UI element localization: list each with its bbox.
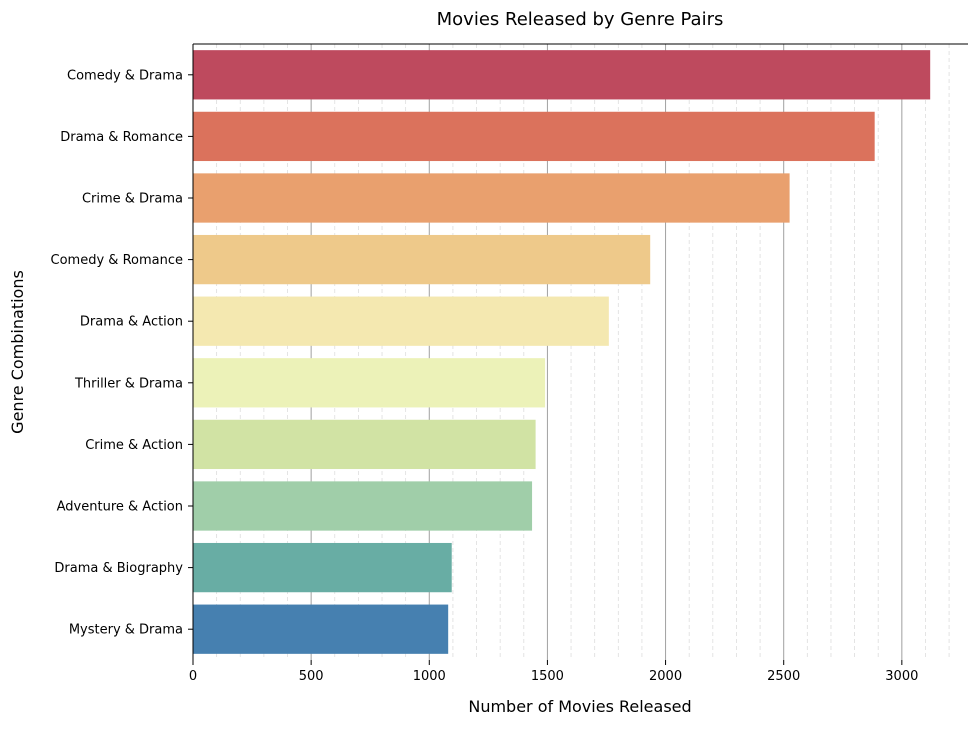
y-tick-label: Comedy & Romance: [51, 253, 183, 268]
bar-comedy-romance: [193, 234, 651, 285]
y-axis-ticks: Comedy & Drama Drama & Romance Crime & Dra…: [51, 68, 193, 638]
bar-adventure-action: [193, 481, 533, 531]
x-axis-ticks: 0 500 1000 1500 2000 2500 3000: [189, 660, 918, 684]
axes: [192, 43, 968, 660]
bar-drama-biography: [193, 542, 452, 593]
x-tick-label: 1000: [413, 669, 446, 684]
bar-drama-action: [193, 296, 609, 346]
x-axis-label: Number of Movies Released: [468, 697, 691, 716]
y-tick-label: Drama & Romance: [60, 130, 183, 145]
bar-drama-romance: [193, 111, 875, 162]
bar-mystery-drama: [193, 604, 449, 654]
chart-title: Movies Released by Genre Pairs: [437, 9, 724, 30]
y-tick-label: Adventure & Action: [57, 500, 183, 515]
y-axis-label: Genre Combinations: [8, 270, 27, 434]
x-tick-label: 500: [299, 669, 324, 684]
y-tick-label: Mystery & Drama: [69, 623, 183, 638]
bars: [193, 50, 931, 654]
y-tick-label: Drama & Action: [80, 315, 183, 330]
bar-crime-drama: [193, 173, 790, 223]
x-tick-label: 2000: [649, 669, 682, 684]
y-tick-label: Comedy & Drama: [67, 68, 183, 83]
y-tick-label: Thriller & Drama: [74, 376, 183, 391]
bar-comedy-drama: [193, 50, 931, 100]
y-tick-label: Crime & Action: [85, 438, 183, 453]
y-tick-label: Crime & Drama: [82, 192, 183, 207]
bar-crime-action: [193, 419, 536, 470]
y-tick-label: Drama & Biography: [54, 561, 183, 576]
x-tick-label: 1500: [531, 669, 564, 684]
x-tick-label: 0: [189, 669, 197, 684]
x-tick-label: 3000: [885, 669, 918, 684]
bar-thriller-drama: [193, 358, 546, 408]
x-tick-label: 2500: [767, 669, 800, 684]
